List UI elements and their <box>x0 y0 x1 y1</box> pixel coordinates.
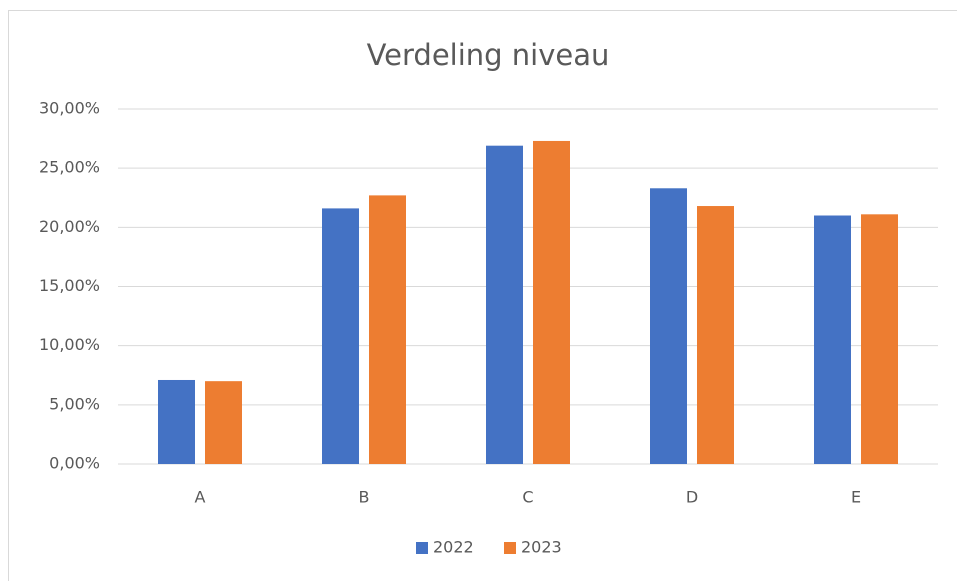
y-tick-label: 10,00% <box>39 335 100 354</box>
y-tick-label: 30,00% <box>39 99 100 118</box>
legend-label: 2022 <box>433 538 474 557</box>
bar <box>486 145 523 464</box>
chart-frame <box>8 10 957 581</box>
x-tick-label: A <box>195 488 206 507</box>
legend-swatch <box>504 542 516 554</box>
bar <box>158 379 195 464</box>
y-tick-label: 20,00% <box>39 217 100 236</box>
y-tick-label: 0,00% <box>49 454 100 473</box>
bar <box>697 206 734 465</box>
bar <box>205 381 242 464</box>
legend-label: 2023 <box>521 538 562 557</box>
y-tick-label: 15,00% <box>39 276 100 295</box>
bar <box>861 214 898 464</box>
y-tick-label: 5,00% <box>49 394 100 413</box>
x-tick-label: C <box>522 488 533 507</box>
legend-swatch <box>416 542 428 554</box>
x-tick-label: D <box>686 488 698 507</box>
bar <box>650 188 687 465</box>
x-tick-label: B <box>359 488 370 507</box>
bar <box>369 195 406 464</box>
x-tick-label: E <box>851 488 861 507</box>
y-tick-label: 25,00% <box>39 158 100 177</box>
bar <box>814 215 851 464</box>
chart-title: Verdeling niveau <box>367 38 610 72</box>
bar <box>322 208 359 464</box>
bar <box>533 140 570 464</box>
